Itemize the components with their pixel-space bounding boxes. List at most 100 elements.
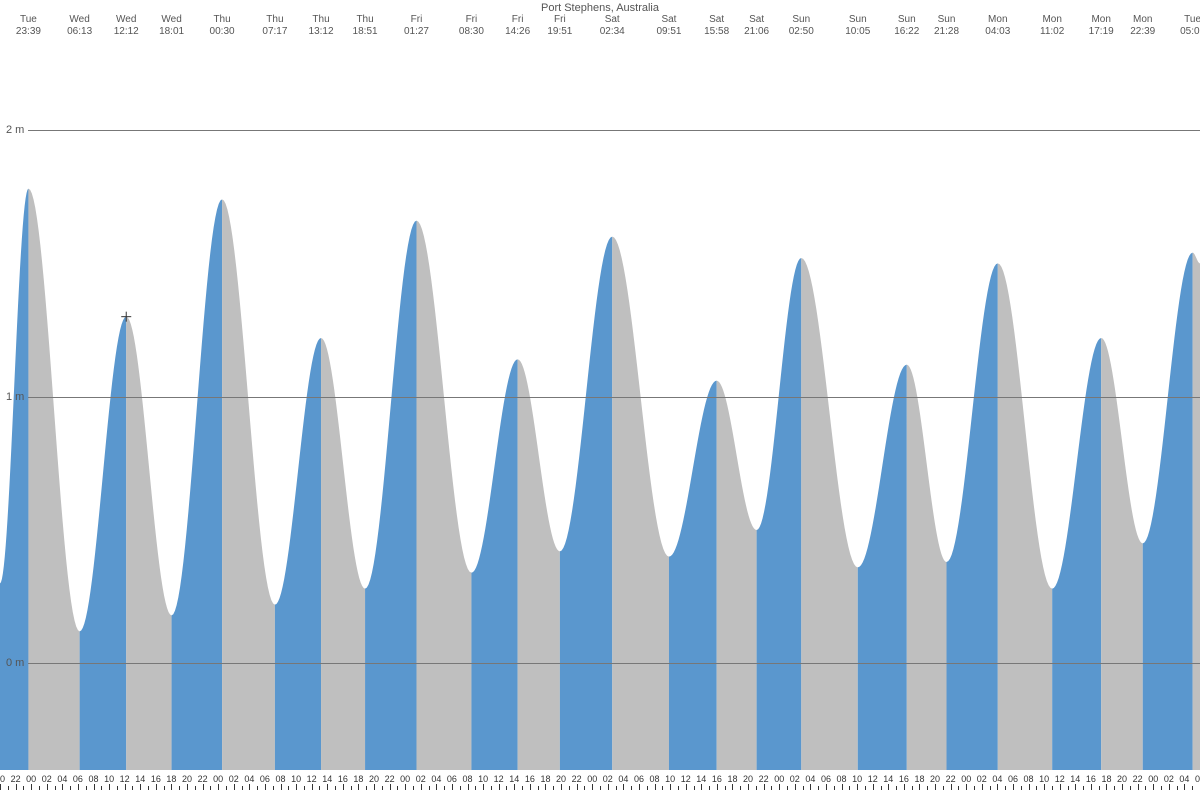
x-tick-minor (1192, 786, 1193, 790)
x-tick-major (405, 784, 406, 790)
x-tick-major (374, 784, 375, 790)
x-tick-minor (475, 786, 476, 790)
x-tick-major (904, 784, 905, 790)
x-tick-major (608, 784, 609, 790)
x-tick-major (779, 784, 780, 790)
x-tick-major (545, 784, 546, 790)
x-axis-hour-label: 20 (0, 774, 5, 784)
x-tick-minor (210, 786, 211, 790)
x-tick-major (966, 784, 967, 790)
gridline (28, 397, 1200, 398)
x-axis-hour-label: 02 (229, 774, 239, 784)
x-axis-hour-label: 04 (431, 774, 441, 784)
x-axis-hour-label: 02 (416, 774, 426, 784)
x-axis-hour-label: 10 (104, 774, 114, 784)
x-tick-major (468, 784, 469, 790)
x-axis-hour-label: 02 (603, 774, 613, 784)
rising-tide-segment (669, 381, 717, 770)
x-tick-minor (460, 786, 461, 790)
x-axis-hour-label: 20 (556, 774, 566, 784)
x-tick-minor (849, 786, 850, 790)
x-tick-major (358, 784, 359, 790)
x-tick-major (171, 784, 172, 790)
x-axis-hour-label: 14 (322, 774, 332, 784)
x-axis-hour-label: 08 (650, 774, 660, 784)
x-tick-minor (616, 786, 617, 790)
x-tick-major (732, 784, 733, 790)
rising-tide-segment (560, 237, 612, 770)
x-tick-minor (958, 786, 959, 790)
x-axis-hour-label: 04 (1179, 774, 1189, 784)
x-axis-hour-label: 22 (759, 774, 769, 784)
x-tick-minor (912, 786, 913, 790)
x-tick-minor (273, 786, 274, 790)
x-axis-hour-label: 04 (618, 774, 628, 784)
x-tick-minor (771, 786, 772, 790)
x-tick-minor (1036, 786, 1037, 790)
x-axis-hour-label: 06 (447, 774, 457, 784)
x-axis-hour-label: 18 (1101, 774, 1111, 784)
x-tick-major (109, 784, 110, 790)
rising-tide-segment (1052, 338, 1101, 770)
x-axis-hour-label: 16 (712, 774, 722, 784)
falling-tide-segment (518, 359, 560, 770)
x-tick-major (31, 784, 32, 790)
x-axis-hour-label: 12 (868, 774, 878, 784)
x-tick-minor (538, 786, 539, 790)
x-tick-minor (148, 786, 149, 790)
y-axis-label: 0 m (6, 657, 24, 669)
x-axis-hour-label: 22 (385, 774, 395, 784)
x-tick-major (1106, 784, 1107, 790)
x-tick-minor (662, 786, 663, 790)
x-tick-minor (694, 786, 695, 790)
gridline (28, 130, 1200, 131)
x-tick-minor (709, 786, 710, 790)
falling-tide-segment (612, 237, 669, 770)
rising-tide-segment (471, 359, 517, 770)
x-axis-hour-label: 20 (369, 774, 379, 784)
x-tick-minor (803, 786, 804, 790)
x-tick-minor (1068, 786, 1069, 790)
x-tick-minor (366, 786, 367, 790)
x-tick-minor (304, 786, 305, 790)
x-tick-minor (288, 786, 289, 790)
x-tick-minor (351, 786, 352, 790)
marker-cross (121, 312, 131, 322)
falling-tide-segment (717, 381, 757, 770)
x-axis-hour-label: 16 (525, 774, 535, 784)
x-tick-major (764, 784, 765, 790)
x-tick-major (234, 784, 235, 790)
x-axis-hour-label: 22 (198, 774, 208, 784)
x-tick-major (717, 784, 718, 790)
x-tick-minor (179, 786, 180, 790)
x-tick-major (561, 784, 562, 790)
x-tick-major (1122, 784, 1123, 790)
falling-tide-segment (998, 263, 1052, 770)
x-axis-hour-label: 22 (946, 774, 956, 784)
x-tick-minor (1177, 786, 1178, 790)
x-axis-hour-label: 06 (1195, 774, 1200, 784)
falling-tide-segment (1101, 338, 1143, 770)
x-tick-minor (429, 786, 430, 790)
x-axis-hour-label: 18 (166, 774, 176, 784)
x-tick-major (296, 784, 297, 790)
x-tick-major (1075, 784, 1076, 790)
x-tick-minor (39, 786, 40, 790)
x-tick-minor (740, 786, 741, 790)
x-tick-major (125, 784, 126, 790)
x-tick-major (140, 784, 141, 790)
rising-tide-segment (1143, 253, 1193, 770)
x-tick-minor (506, 786, 507, 790)
x-tick-minor (1161, 786, 1162, 790)
falling-tide-segment (907, 365, 947, 770)
x-axis-hour-label: 20 (930, 774, 940, 784)
x-axis-hour-label: 10 (1039, 774, 1049, 784)
x-axis-hour-label: 14 (1070, 774, 1080, 784)
x-tick-minor (1005, 786, 1006, 790)
x-tick-minor (335, 786, 336, 790)
x-axis-hour-label: 12 (494, 774, 504, 784)
x-axis-hour-label: 08 (88, 774, 98, 784)
x-axis-hour-label: 04 (244, 774, 254, 784)
x-tick-minor (927, 786, 928, 790)
x-tick-minor (974, 786, 975, 790)
